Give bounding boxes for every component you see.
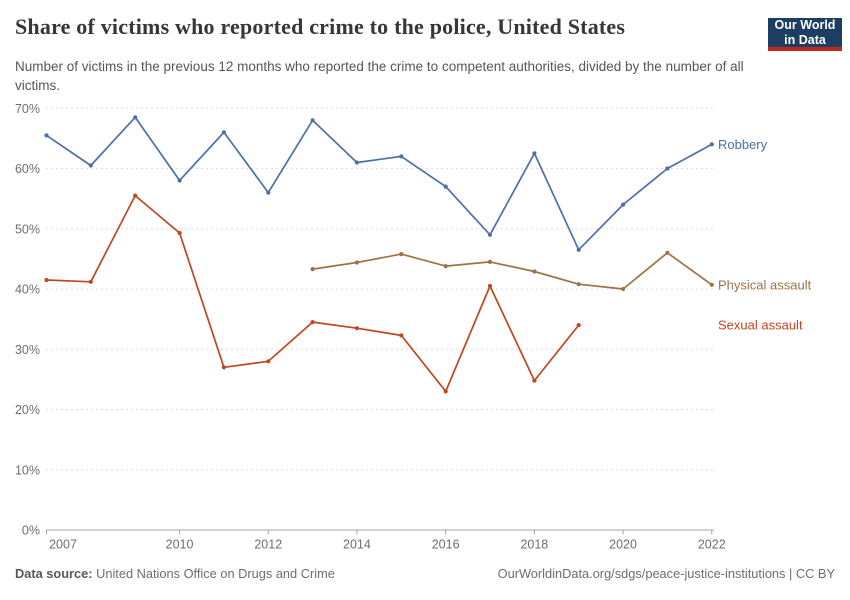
x-axis-tick-label: 2020	[609, 538, 637, 552]
series-point-robbery	[88, 163, 93, 168]
series-point-robbery	[310, 118, 315, 123]
series-point-sexual-assault	[266, 359, 271, 364]
y-axis-tick-label: 50%	[15, 222, 40, 236]
series-point-robbery	[532, 151, 537, 156]
y-axis-tick-label: 70%	[15, 102, 40, 116]
y-axis-tick-label: 10%	[15, 463, 40, 477]
x-axis-tick-label: 2018	[520, 538, 548, 552]
series-point-robbery	[177, 178, 182, 183]
series-point-physical-assault	[532, 269, 537, 274]
series-point-robbery	[266, 190, 271, 195]
series-point-robbery	[221, 130, 226, 135]
series-point-physical-assault	[665, 250, 670, 255]
series-line-robbery	[46, 116, 713, 251]
series-point-physical-assault	[443, 264, 448, 269]
series-point-sexual-assault	[44, 277, 49, 283]
series-label-robbery[interactable]: Robbery	[718, 137, 768, 152]
series-point-sexual-assault	[399, 333, 404, 338]
page-title: Share of victims who reported crime to t…	[15, 14, 626, 39]
logo-text-line1: Our World	[774, 18, 836, 32]
credit-link[interactable]: OurWorldinData.org/sdgs/peace-justice-in…	[497, 566, 835, 581]
series-point-sexual-assault	[133, 193, 138, 198]
logo-text-line2: in Data	[784, 32, 826, 47]
y-axis-tick-label: 40%	[15, 283, 40, 297]
series-point-sexual-assault	[310, 320, 315, 325]
series-point-physical-assault	[709, 282, 714, 287]
series-label-sexual-assault[interactable]: Sexual assault	[718, 318, 803, 333]
series-point-robbery	[399, 154, 404, 159]
series-point-physical-assault	[621, 286, 626, 292]
y-axis-tick-label: 60%	[15, 162, 40, 176]
series-point-robbery	[665, 166, 670, 171]
series-point-robbery	[44, 133, 49, 138]
x-axis-tick-label: 2014	[343, 538, 371, 552]
x-axis-tick-label: 2012	[254, 538, 282, 552]
data-source-value: United Nations Office on Drugs and Crime	[96, 566, 335, 581]
series-point-robbery	[709, 142, 714, 147]
series-point-robbery	[487, 232, 493, 237]
series-point-sexual-assault	[487, 283, 493, 289]
owid-logo[interactable]: Our World in Data	[768, 18, 842, 51]
series-point-physical-assault	[310, 267, 315, 272]
series-point-sexual-assault	[177, 230, 182, 236]
x-axis-tick-label: 2022	[698, 538, 726, 552]
series-point-physical-assault	[399, 252, 404, 257]
y-axis-tick-label: 30%	[15, 343, 40, 357]
series-point-robbery	[621, 202, 626, 207]
series-point-sexual-assault	[532, 378, 537, 383]
series-point-physical-assault	[354, 260, 359, 265]
series-point-sexual-assault	[576, 323, 581, 328]
series-label-physical-assault[interactable]: Physical assault	[718, 277, 812, 292]
series-point-sexual-assault	[221, 365, 226, 370]
series-point-sexual-assault	[88, 279, 93, 284]
data-source-label: Data source:	[15, 566, 93, 581]
y-axis-tick-label: 20%	[15, 403, 40, 417]
series-point-robbery	[354, 160, 359, 165]
x-axis-tick-label: 2010	[166, 538, 194, 552]
series-point-robbery	[576, 247, 581, 252]
x-axis-tick-label: 2016	[432, 538, 460, 552]
y-axis-tick-label: 0%	[22, 524, 40, 538]
series-point-sexual-assault	[443, 389, 448, 394]
x-axis-tick-label: 2007	[49, 538, 77, 552]
series-point-physical-assault	[576, 282, 581, 287]
series-point-sexual-assault	[354, 326, 359, 331]
series-point-robbery	[133, 115, 138, 120]
data-source: Data source: United Nations Office on Dr…	[15, 566, 335, 581]
series-point-robbery	[443, 184, 448, 189]
series-line-physical-assault	[312, 251, 713, 290]
chart-subtitle: Number of victims in the previous 12 mon…	[15, 59, 744, 94]
series-line-sexual-assault	[46, 194, 580, 393]
series-point-physical-assault	[487, 259, 493, 264]
